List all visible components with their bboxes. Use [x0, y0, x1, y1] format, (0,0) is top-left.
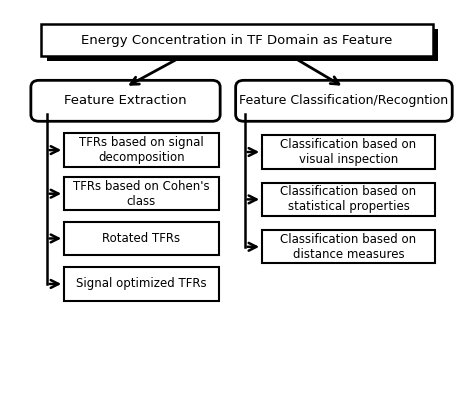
FancyBboxPatch shape	[64, 177, 219, 211]
Text: Signal optimized TFRs: Signal optimized TFRs	[76, 277, 207, 290]
Text: Classification based on
visual inspection: Classification based on visual inspectio…	[281, 138, 417, 166]
Text: TFRs based on signal
decomposition: TFRs based on signal decomposition	[79, 136, 204, 164]
Text: Classification based on
statistical properties: Classification based on statistical prop…	[281, 185, 417, 213]
Text: Feature Extraction: Feature Extraction	[64, 94, 187, 107]
FancyBboxPatch shape	[64, 267, 219, 301]
FancyBboxPatch shape	[262, 135, 435, 169]
FancyBboxPatch shape	[64, 222, 219, 255]
Text: TFRs based on Cohen's
class: TFRs based on Cohen's class	[73, 180, 210, 208]
FancyBboxPatch shape	[262, 230, 435, 263]
Text: Energy Concentration in TF Domain as Feature: Energy Concentration in TF Domain as Fea…	[82, 34, 392, 47]
FancyBboxPatch shape	[31, 80, 220, 121]
FancyBboxPatch shape	[64, 134, 219, 167]
FancyBboxPatch shape	[41, 24, 433, 56]
Text: Feature Classification/Recogntion: Feature Classification/Recogntion	[239, 94, 448, 107]
Text: Classification based on
distance measures: Classification based on distance measure…	[281, 233, 417, 261]
Text: Rotated TFRs: Rotated TFRs	[102, 232, 181, 245]
FancyBboxPatch shape	[262, 183, 435, 216]
FancyBboxPatch shape	[47, 28, 438, 61]
FancyBboxPatch shape	[236, 80, 452, 121]
